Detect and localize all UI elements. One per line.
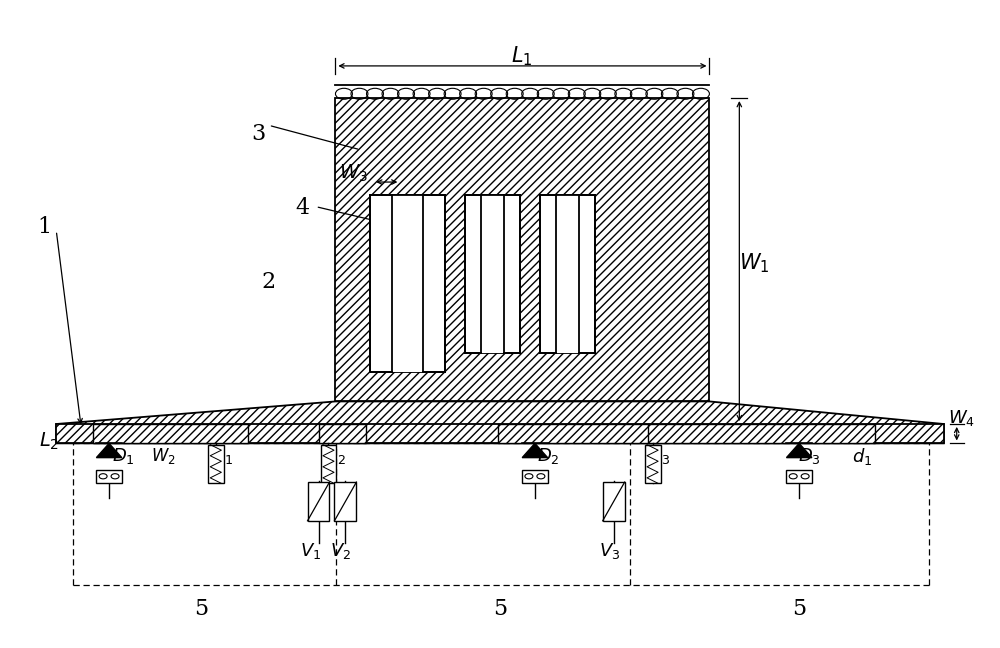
Text: $D_1$: $D_1$	[112, 446, 134, 467]
Text: 4: 4	[295, 197, 310, 219]
Text: 2: 2	[262, 271, 276, 293]
Bar	[308, 482, 329, 521]
Text: $R_2$: $R_2$	[325, 446, 346, 467]
Text: $V_2$: $V_2$	[330, 541, 351, 561]
Text: $W_1$: $W_1$	[739, 251, 770, 275]
Text: $D_2$: $D_2$	[537, 446, 559, 467]
Bar	[208, 445, 224, 483]
Text: $V_3$: $V_3$	[599, 541, 620, 561]
Bar	[522, 470, 548, 483]
Bar	[96, 470, 122, 483]
Bar	[645, 445, 661, 483]
Text: $V_1$: $V_1$	[300, 541, 321, 561]
Text: $R_3$: $R_3$	[649, 446, 670, 467]
Bar	[498, 424, 658, 443]
Text: $L_2$: $L_2$	[39, 431, 59, 452]
Bar	[648, 424, 875, 443]
Text: 3: 3	[252, 122, 266, 145]
Text: $d_1$: $d_1$	[852, 446, 872, 467]
Text: $W_3$: $W_3$	[339, 163, 368, 184]
Bar	[465, 195, 520, 353]
Text: 5: 5	[792, 598, 806, 620]
Text: $W_2$: $W_2$	[151, 446, 175, 467]
Bar	[56, 424, 944, 443]
Bar	[392, 195, 423, 373]
Text: 1: 1	[37, 216, 51, 238]
Bar	[320, 445, 336, 483]
Text: 5: 5	[493, 598, 507, 620]
Text: $D_3$: $D_3$	[798, 446, 821, 467]
Polygon shape	[786, 443, 812, 457]
Text: $L_1$: $L_1$	[511, 45, 533, 68]
Bar	[481, 195, 504, 353]
Bar	[370, 195, 445, 373]
Text: $W_4$: $W_4$	[948, 408, 975, 428]
Bar	[540, 195, 595, 353]
Bar	[556, 195, 579, 353]
Polygon shape	[96, 443, 122, 457]
Bar	[603, 482, 625, 521]
Bar	[334, 482, 356, 521]
Polygon shape	[56, 401, 944, 443]
Bar	[93, 424, 248, 443]
Text: $R_1$: $R_1$	[212, 446, 233, 467]
Bar	[335, 98, 709, 401]
Bar	[786, 470, 812, 483]
Bar	[319, 424, 366, 443]
Text: 5: 5	[194, 598, 208, 620]
Polygon shape	[522, 443, 548, 457]
